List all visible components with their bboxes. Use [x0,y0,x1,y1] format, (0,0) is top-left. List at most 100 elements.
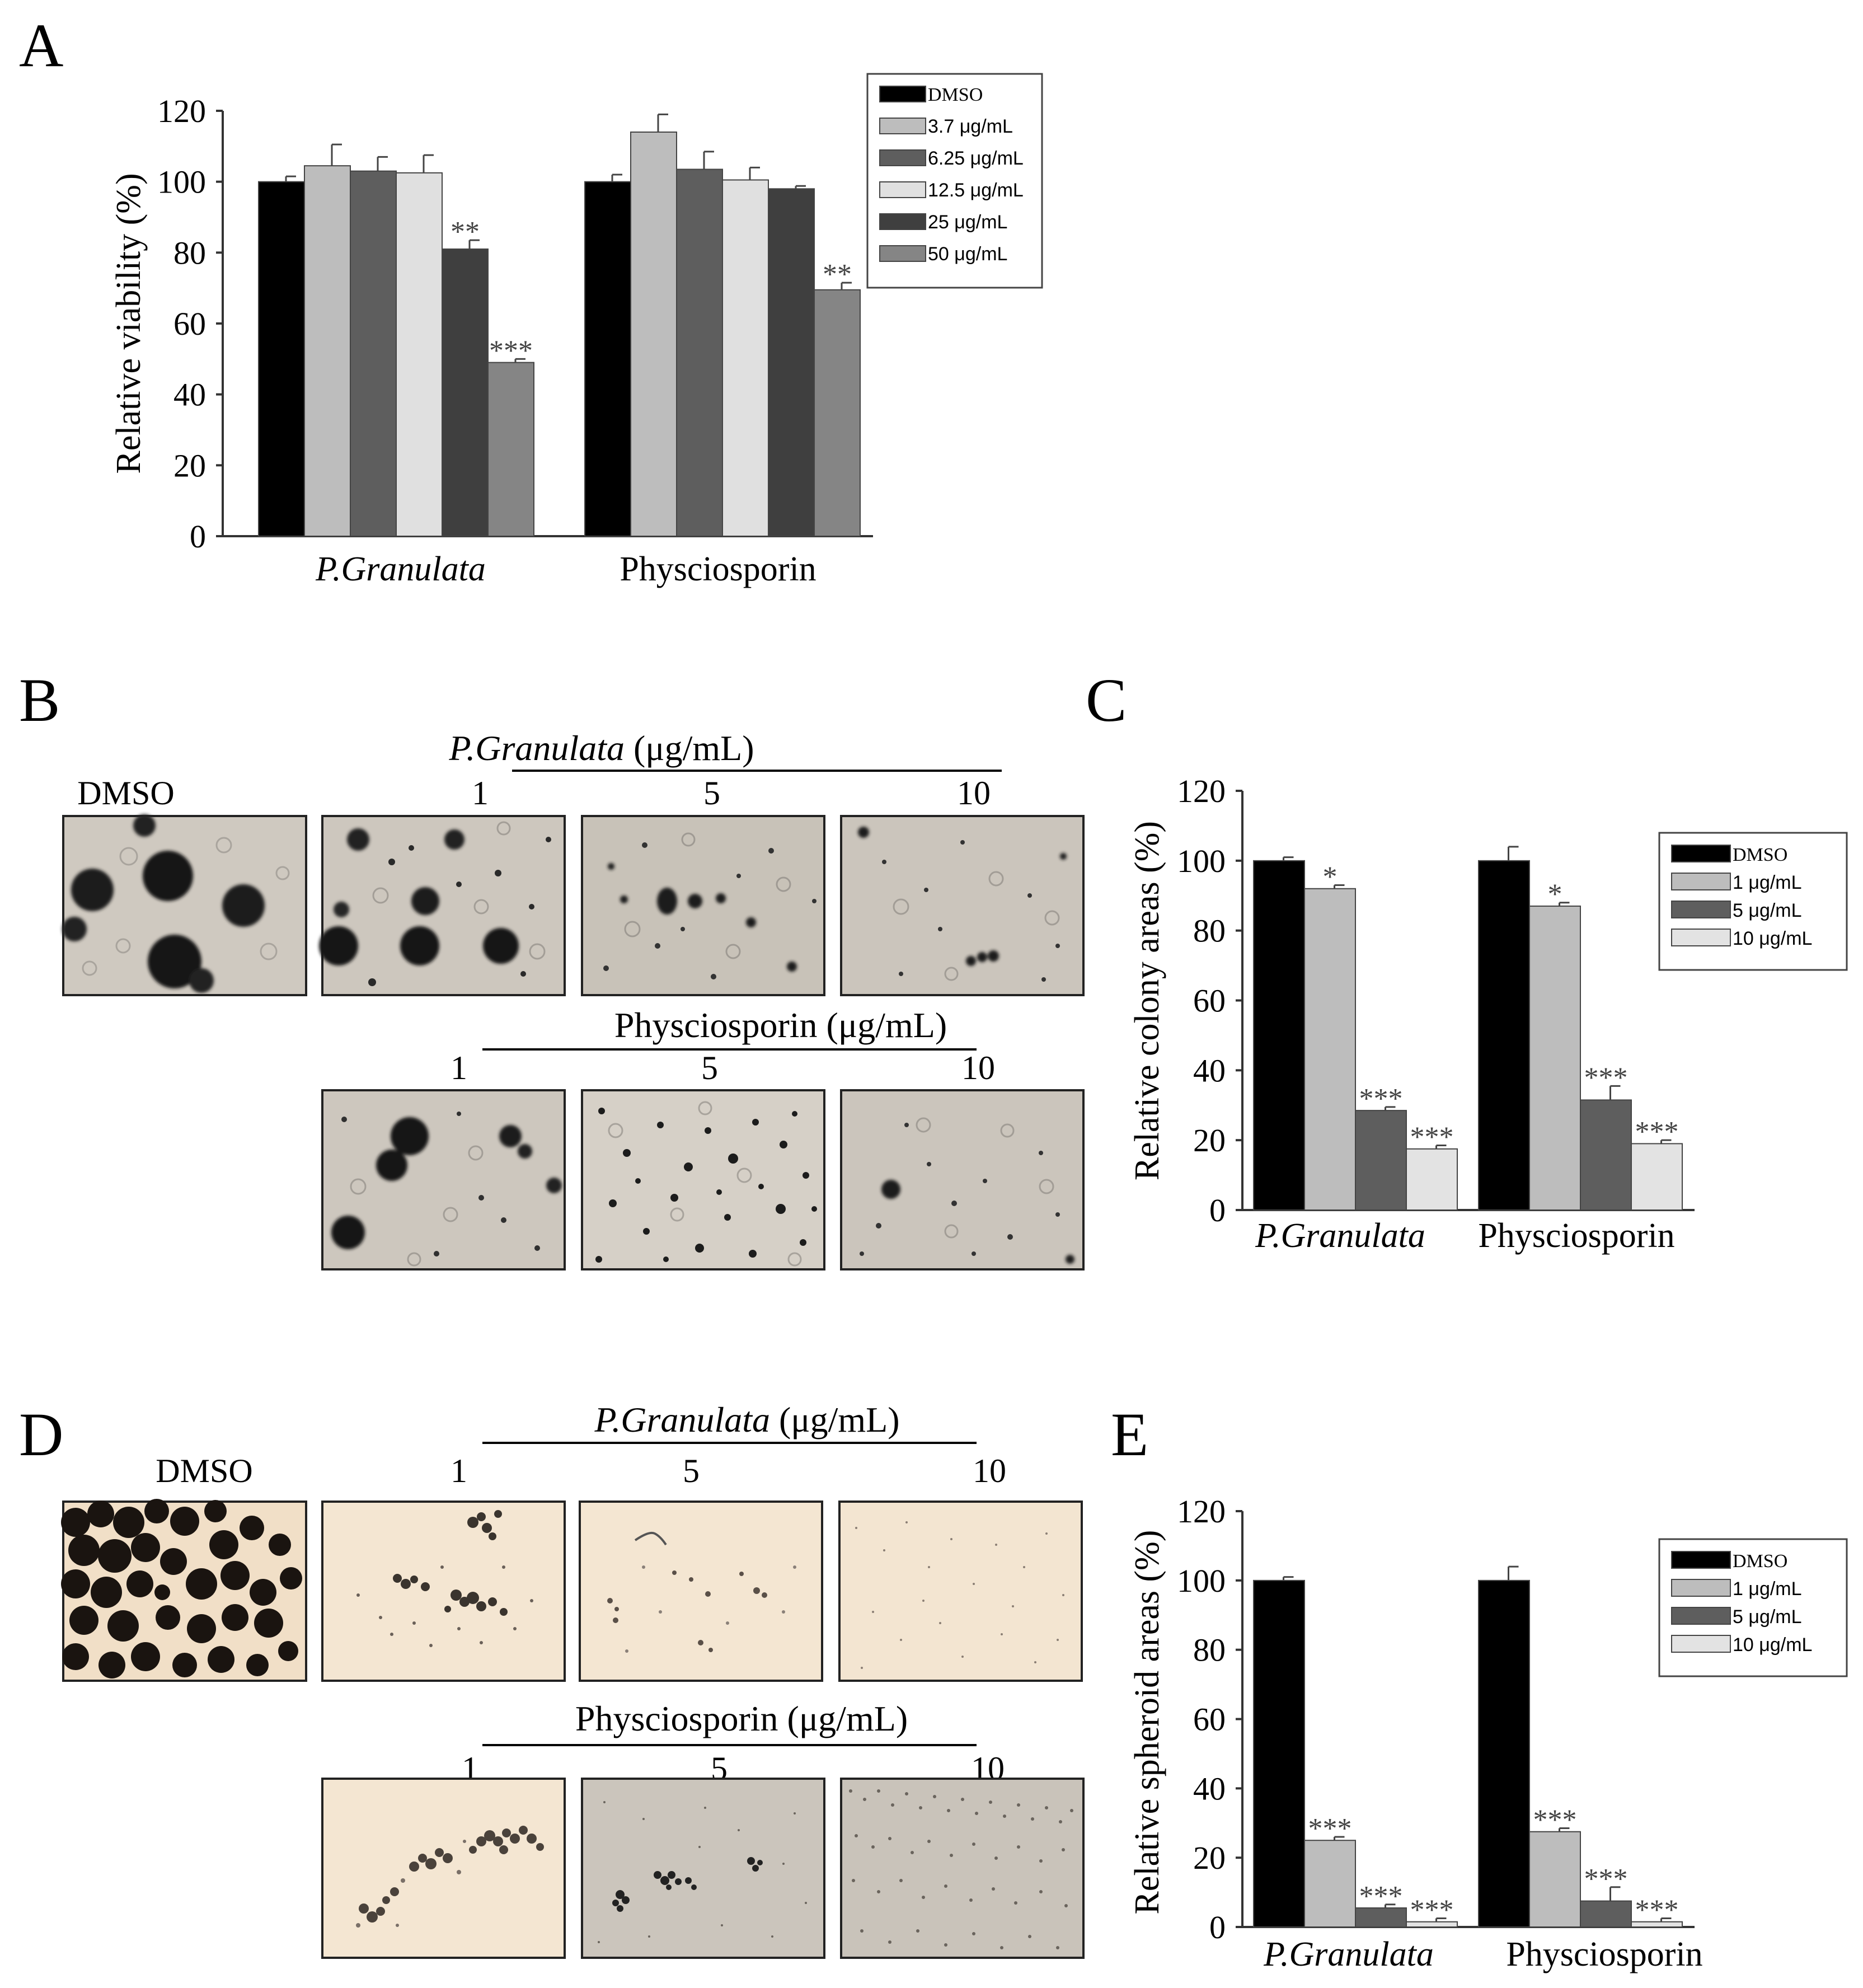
legend-label: DMSO [928,85,983,105]
bar [1631,1143,1683,1211]
legend-label: 6.25 μg/mL [928,148,1024,169]
legend-label: 10 μg/mL [1733,1634,1812,1656]
panel-letter-d: D [19,1400,63,1469]
legend-swatch [1671,845,1731,862]
bar [1406,1148,1458,1211]
y-tick-label: 0 [1209,1909,1226,1945]
y-tick-label: 80 [1193,1632,1226,1668]
panel-b-bottom-conc-5: 5 [701,1049,718,1086]
micrograph-b-ph-10 [840,1089,1085,1270]
legend-label: 1 μg/mL [1733,872,1802,893]
category-label: P.Granulata [1255,1217,1425,1255]
significance-marker: ** [451,216,480,248]
y-axis-label: Relative spheroid areas (%) [1128,1530,1166,1915]
panel-d-headers: P.Granulata (μg/mL) DMSO 1 5 10 Physcios… [156,1400,1006,1787]
panel-b-top-header: P.Granulata (μg/mL) [448,728,754,768]
legend-swatch [1671,1579,1731,1597]
panel-b-top-conc-10: 10 [957,775,991,812]
legend-label: DMSO [1733,1551,1787,1572]
category-label: P.Granulata [1263,1935,1434,1973]
bar [487,362,534,537]
bar [1406,1921,1458,1928]
bar [814,289,861,537]
panel-d-dmso-label: DMSO [156,1452,252,1489]
significance-marker: *** [1359,1881,1403,1912]
y-tick-label: 100 [157,164,206,200]
bar [676,168,723,537]
panel-letter-b: B [19,666,60,734]
significance-marker: *** [1635,1116,1679,1148]
significance-marker: *** [1359,1083,1403,1115]
bar [722,179,769,537]
category-label: Physciosporin [1506,1935,1702,1973]
panel-b-top-extract-name: P.Granulata [448,728,625,768]
bar [630,132,677,537]
y-tick-label: 20 [173,447,206,484]
bar [1631,1921,1683,1928]
y-tick-label: 120 [1177,1493,1226,1530]
panel-d-bottom-header: Physciosporin (μg/mL) [575,1699,908,1738]
panel-d-top-unit: (μg/mL) [770,1400,900,1440]
panel-d-top-conc-10: 10 [973,1452,1006,1489]
micrograph-d-dmso [61,1499,307,1682]
bar [1580,1099,1632,1211]
panel-b-headers: P.Granulata (μg/mL) DMSO 1 5 10 Physcios… [77,728,1002,1086]
bar [1355,1907,1407,1928]
significance-marker: *** [1533,1804,1577,1836]
legend-label: 3.7 μg/mL [928,116,1013,137]
y-tick-label: 0 [190,518,206,555]
bar [1304,888,1356,1211]
y-tick-label: 40 [173,377,206,413]
bar [1580,1900,1632,1928]
significance-marker: ** [823,259,852,290]
legend-label: DMSO [1733,845,1787,865]
legend-label: 5 μg/mL [1733,1606,1802,1628]
y-tick-label: 0 [1209,1192,1226,1229]
legend-label: 10 μg/mL [1733,928,1812,949]
panel-d-top-extract-name: P.Granulata [594,1400,770,1440]
category-label: Physciosporin [620,550,816,588]
legend-swatch [879,245,926,262]
bar [396,172,443,537]
legend-swatch [1671,901,1731,918]
y-tick-label: 60 [1193,1701,1226,1738]
micrograph-b-pg-10 [840,815,1085,996]
bar [1253,1579,1305,1928]
panel-d-micrographs [61,1499,1085,1959]
bar [1529,1831,1581,1928]
micrograph-b-pg-5 [581,815,825,996]
bar [1253,860,1305,1211]
legend-swatch [1671,873,1731,890]
micrograph-d-pg-1 [321,1501,566,1682]
legend-label: 12.5 μg/mL [928,180,1024,201]
micrograph-b-pg-1 [319,815,566,996]
significance-marker: *** [489,335,533,367]
bar [1355,1110,1407,1211]
category-label: Physciosporin [1478,1217,1674,1255]
bar [304,165,351,537]
significance-marker: *** [1584,1062,1628,1094]
significance-marker: *** [1635,1895,1679,1926]
panel-d-top-header: P.Granulata (μg/mL) [594,1400,899,1440]
bar [1478,1579,1530,1928]
panel-b-micrographs [62,814,1085,1270]
bar [584,181,631,537]
legend-swatch [1671,929,1731,946]
micrograph-d-pg-10 [838,1501,1083,1682]
legend-label: 50 μg/mL [928,243,1007,265]
micrograph-d-ph-10 [840,1778,1085,1959]
bar [768,188,815,537]
panel-letter-a: A [19,11,63,79]
panel-b-top-conc-5: 5 [703,775,720,812]
legend-label: 25 μg/mL [928,212,1007,233]
micrograph-b-ph-1 [321,1089,566,1270]
legend-swatch [1671,1635,1731,1653]
significance-marker: *** [1410,1895,1454,1926]
panel-b-bottom-header: Physciosporin (μg/mL) [614,1005,947,1045]
panel-letter-e: E [1111,1400,1148,1469]
y-tick-label: 100 [1177,1563,1226,1599]
y-tick-label: 20 [1193,1840,1226,1876]
legend-swatch [879,213,926,230]
y-tick-label: 100 [1177,843,1226,879]
